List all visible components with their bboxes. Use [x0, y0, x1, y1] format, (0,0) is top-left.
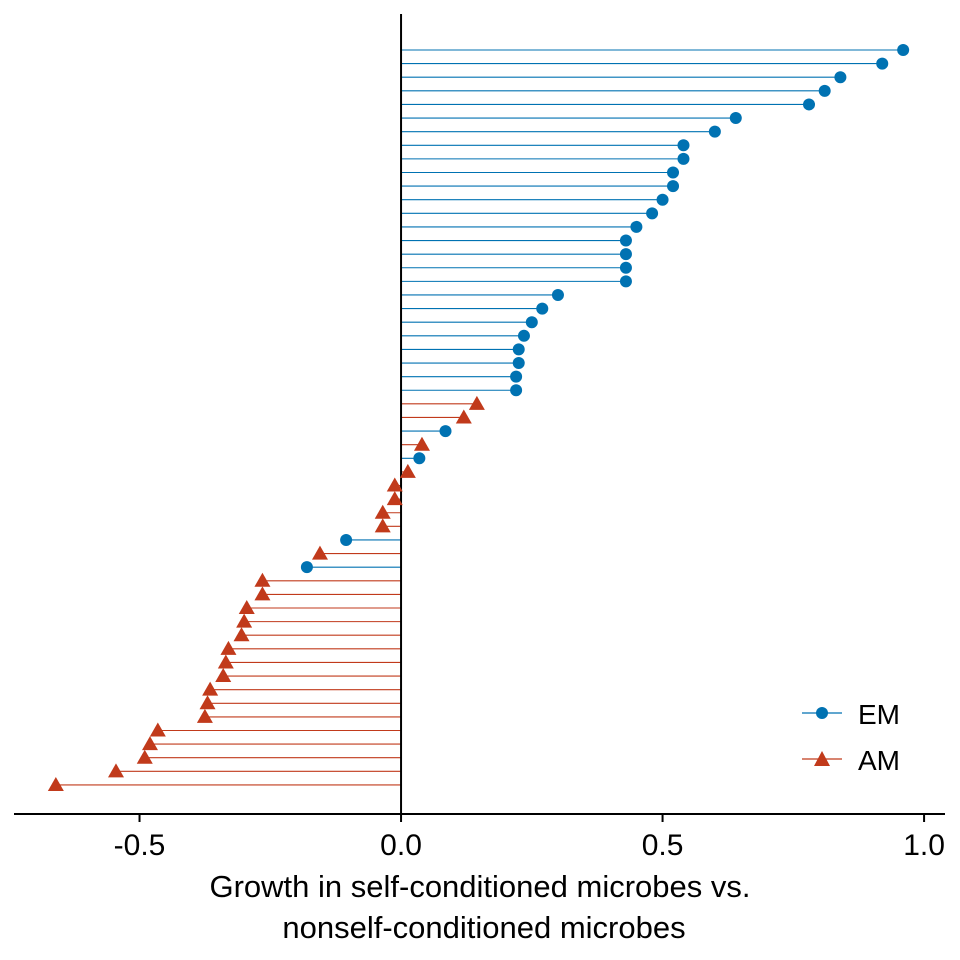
point-em-13: [630, 220, 643, 233]
point-em-12: [646, 207, 659, 220]
x-axis-title: Growth in self-conditioned microbes vs. …: [209, 869, 750, 945]
x-axis-title-line-1: Growth in self-conditioned microbes vs.: [209, 869, 750, 904]
point-em-25: [510, 384, 523, 397]
point-em-6: [708, 125, 721, 138]
point-em-1: [876, 57, 889, 70]
point-am-29: [413, 436, 430, 451]
point-em-9: [667, 166, 680, 179]
point-am-49: [196, 708, 213, 723]
point-em-15: [619, 248, 632, 261]
point-em-22: [512, 343, 525, 356]
point-em-11: [656, 193, 669, 206]
point-em-28: [439, 425, 452, 438]
point-em-21: [517, 329, 530, 342]
point-am-33: [386, 491, 403, 506]
point-am-50: [149, 722, 166, 737]
point-am-52: [136, 749, 153, 764]
point-am-47: [202, 681, 219, 696]
point-em-30: [413, 452, 426, 465]
legend-am-marker: [814, 751, 830, 766]
point-am-34: [374, 504, 391, 519]
point-am-37: [311, 545, 328, 560]
point-am-46: [215, 668, 232, 683]
point-am-39: [254, 572, 271, 587]
point-am-45: [217, 654, 234, 669]
point-em-19: [536, 302, 549, 315]
point-am-54: [47, 776, 64, 791]
legend: EM AM: [802, 699, 900, 776]
point-am-53: [107, 763, 124, 778]
point-em-24: [510, 370, 523, 383]
point-am-35: [374, 518, 391, 533]
point-am-32: [386, 477, 403, 492]
x-axis-ticks: -0.5 0.0 0.5 1.0: [114, 814, 945, 862]
point-em-38: [300, 561, 313, 574]
x-tick-label-0: -0.5: [114, 829, 166, 862]
point-em-10: [667, 180, 680, 193]
point-am-27: [455, 409, 472, 424]
point-em-18: [551, 288, 564, 301]
stems: [55, 49, 904, 786]
point-em-8: [677, 152, 690, 165]
point-am-41: [238, 600, 255, 615]
markers: [47, 44, 910, 791]
point-am-51: [141, 736, 158, 751]
x-tick-label-2: 0.5: [642, 829, 684, 862]
point-em-20: [525, 316, 538, 329]
point-am-31: [399, 463, 416, 478]
point-em-23: [512, 357, 525, 370]
x-tick-label-3: 1.0: [903, 829, 945, 862]
point-em-0: [897, 44, 910, 56]
point-am-44: [220, 640, 237, 655]
point-em-5: [729, 112, 742, 125]
point-em-7: [677, 139, 690, 152]
point-em-3: [818, 84, 831, 97]
point-em-2: [834, 71, 847, 84]
point-em-17: [619, 275, 632, 288]
point-am-26: [468, 395, 485, 410]
point-am-40: [254, 586, 271, 601]
point-em-14: [619, 234, 632, 247]
point-em-4: [803, 98, 816, 111]
point-em-36: [340, 533, 353, 546]
legend-em-marker: [816, 707, 828, 719]
point-am-48: [199, 695, 216, 710]
point-em-16: [619, 261, 632, 274]
legend-am-label: AM: [858, 745, 900, 776]
point-am-42: [236, 613, 253, 628]
legend-em-label: EM: [858, 699, 900, 730]
x-axis-title-line-2: nonself-conditioned microbes: [282, 910, 685, 945]
x-tick-label-1: 0.0: [380, 829, 422, 862]
point-am-43: [233, 627, 250, 642]
